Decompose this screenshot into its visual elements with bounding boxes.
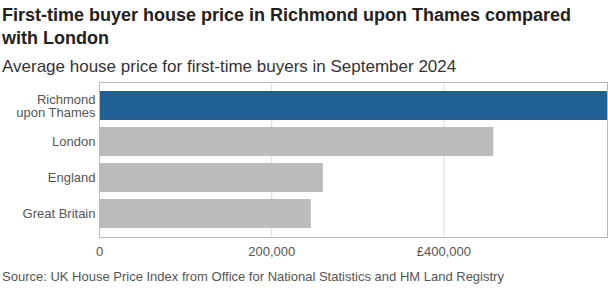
svg-text:London: London [52, 134, 95, 149]
html-text:Source: UK House Price Index f: Source: UK House Price Index from Office… [2, 269, 504, 284]
svg-text:England: England [48, 170, 96, 185]
svg-text:Richmondupon Thames: Richmondupon Thames [16, 92, 96, 120]
svg-text:£400,000: £400,000 [417, 244, 471, 259]
svg-text:200,000: 200,000 [248, 244, 295, 259]
svg-text:0: 0 [96, 244, 103, 259]
html-text:First-time buyer house price i: First-time buyer house price in Richmond… [2, 5, 572, 48]
svg-text:Great Britain: Great Britain [23, 206, 96, 221]
html-text:Average house price for first-: Average house price for first-time buyer… [2, 57, 457, 76]
